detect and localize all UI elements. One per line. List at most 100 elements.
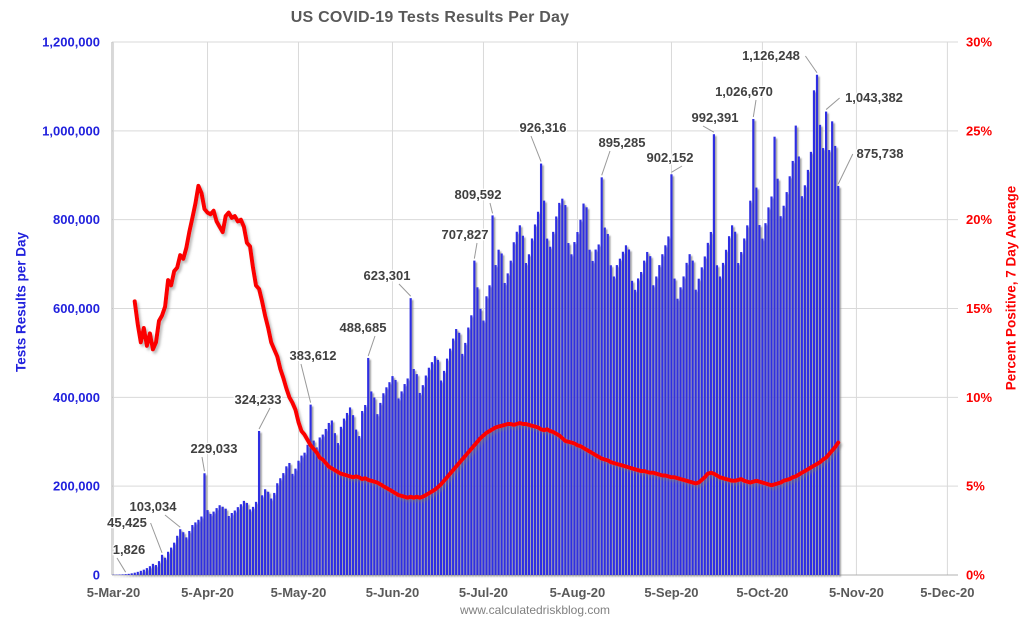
annotation-label: 1,026,670 [715, 84, 773, 99]
bar [588, 249, 591, 576]
bar [345, 412, 349, 575]
bar [461, 353, 464, 575]
bar [579, 219, 582, 575]
bar [424, 375, 427, 575]
annotation-leader [804, 55, 818, 74]
bar [737, 263, 740, 575]
bar [600, 177, 603, 575]
bar [767, 207, 770, 575]
bar [230, 512, 233, 575]
bar [394, 379, 397, 575]
annotation-label: 809,592 [455, 187, 502, 202]
bar [348, 407, 352, 575]
annotation-leader [150, 522, 163, 554]
bar [603, 227, 606, 575]
bar [188, 530, 191, 575]
y-tick-label-right: 5% [966, 479, 985, 494]
bar [276, 483, 279, 575]
bar [227, 515, 230, 575]
bar [800, 196, 803, 575]
bar [567, 243, 570, 575]
y-tick-label-right: 20% [966, 212, 992, 227]
annotation-label: 1,043,382 [845, 90, 903, 105]
bar [391, 376, 394, 575]
bar [749, 200, 752, 576]
bar [679, 287, 682, 575]
bar [828, 150, 831, 575]
bar [630, 280, 634, 575]
bar [682, 276, 685, 575]
y-tick-label-left: 400,000 [53, 390, 100, 405]
source-url: www.calculatedriskblog.com [459, 603, 611, 617]
annotation-leader [601, 150, 611, 176]
bar [379, 402, 382, 575]
bar [182, 532, 185, 575]
bar [536, 211, 540, 575]
bar [734, 231, 737, 575]
bar [267, 491, 270, 575]
bar [685, 262, 688, 575]
annotation-label: 895,285 [599, 135, 646, 150]
bar [436, 359, 440, 575]
bar [185, 537, 188, 575]
right-axis-ticks: 0% 5% 10% 15% 20% 25% 30% [966, 35, 992, 583]
bar [264, 489, 267, 575]
annotation-leader [300, 363, 312, 403]
x-tick-label: 5-Dec-20 [920, 585, 974, 600]
annotation-label: 103,034 [130, 499, 178, 514]
bar [145, 568, 148, 575]
bar [791, 160, 794, 576]
bar [485, 296, 488, 575]
tests-bars [112, 74, 840, 576]
bar [167, 551, 170, 575]
bar [618, 258, 621, 575]
y-tick-label-left: 600,000 [53, 301, 100, 316]
bar [624, 245, 628, 575]
bar [688, 254, 691, 576]
annotation-label: 902,152 [647, 150, 694, 165]
bar [643, 260, 646, 575]
bar [703, 256, 706, 575]
bar [442, 370, 446, 575]
y-tick-label-right: 10% [966, 390, 992, 405]
bar [724, 249, 728, 575]
bar [637, 278, 640, 575]
bar [300, 455, 303, 575]
y-tick-label-right: 0% [966, 568, 985, 583]
x-tick-label: 5-Jun-20 [366, 585, 419, 600]
bar [236, 507, 239, 575]
annotation-leader [489, 202, 494, 214]
bar [615, 265, 618, 575]
bar [582, 203, 585, 576]
bar [445, 358, 449, 575]
x-tick-label: 5-Apr-20 [181, 585, 234, 600]
bar [206, 510, 209, 575]
bar [803, 185, 806, 576]
bar [834, 145, 837, 576]
bar [124, 574, 127, 575]
bar [646, 251, 649, 575]
bar [373, 397, 376, 575]
bar [515, 231, 518, 576]
bar [831, 121, 834, 576]
bar [224, 508, 227, 575]
bar [452, 338, 455, 575]
annotation-label: 1,826 [113, 542, 146, 557]
bar [612, 276, 615, 575]
bar [797, 156, 800, 576]
bar [303, 452, 306, 575]
bar [270, 498, 273, 575]
bar [179, 529, 182, 575]
bar [130, 573, 133, 575]
bar [518, 225, 521, 575]
bar [306, 444, 309, 575]
bar [673, 278, 676, 575]
bar [521, 235, 524, 575]
x-tick-label: 5-Nov-20 [829, 585, 884, 600]
bar [333, 433, 336, 575]
x-tick-label: 5-Mar-20 [87, 585, 140, 600]
bar [691, 260, 694, 575]
annotation-leader [752, 99, 757, 118]
bar [233, 510, 236, 575]
